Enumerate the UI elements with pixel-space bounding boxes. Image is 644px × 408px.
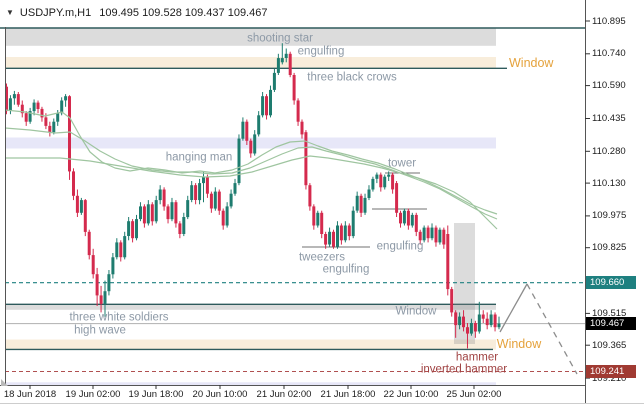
window-2 bbox=[5, 57, 496, 69]
chart-frame bbox=[0, 0, 586, 403]
pattern-label-window-bottom: Window bbox=[496, 336, 542, 351]
ma-slow bbox=[5, 155, 498, 230]
price-axis-label: 110.590 bbox=[592, 80, 626, 92]
price-axis-label: 109.515 bbox=[592, 307, 627, 319]
candles bbox=[5, 43, 501, 349]
pattern-label-hanging-man: hanging man bbox=[165, 151, 233, 164]
price-axis-label: 110.130 bbox=[592, 177, 626, 189]
price-axis-label: 109.825 bbox=[592, 242, 627, 254]
pattern-label-shooting-star: shooting star bbox=[247, 32, 313, 45]
pattern-label-engulfing-mid: engulfing bbox=[376, 240, 424, 253]
price-badge-109.467: 109.467 bbox=[586, 317, 636, 331]
chart-titlebar: ▼ USDJPY.m,H1 109.495 109.528 109.437 10… bbox=[6, 4, 267, 22]
pattern-label-inverted-hammer: inverted hammer bbox=[420, 363, 508, 376]
projection-down-line[interactable] bbox=[526, 283, 578, 375]
pattern-label-three-black-crows: three black crows bbox=[307, 71, 397, 84]
price-badge-109.241: 109.241 bbox=[586, 365, 636, 378]
time-axis-label: 21 Jun 02:00 bbox=[256, 389, 312, 400]
time-axis-label: 21 Jun 18:00 bbox=[320, 389, 376, 400]
pattern-label-engulfing-low: engulfing bbox=[322, 263, 370, 276]
projection-up-line[interactable] bbox=[499, 283, 528, 333]
window-1 bbox=[5, 28, 496, 46]
pattern-label-high-wave: high wave bbox=[74, 324, 126, 337]
ohlc-readout: 109.495 109.528 109.437 109.467 bbox=[99, 7, 268, 19]
time-axis-label: 25 Jun 02:00 bbox=[446, 389, 502, 400]
price-axis-label: 109.365 bbox=[592, 339, 627, 351]
ma-mid bbox=[4, 127, 498, 220]
pattern-label-tweezers: tweezers bbox=[298, 251, 346, 264]
time-axis-label: 20 Jun 10:00 bbox=[192, 389, 248, 400]
axis-ticks bbox=[29, 20, 590, 389]
time-axis-label: 19 Jun 02:00 bbox=[65, 389, 121, 400]
pattern-label-window-mid: Window bbox=[395, 305, 437, 318]
bottom-separator bbox=[0, 403, 644, 404]
symbol-dropdown-icon[interactable]: ▼ bbox=[6, 8, 14, 17]
price-axis-label: 109.975 bbox=[592, 210, 627, 222]
pattern-label-window-top: Window bbox=[509, 55, 554, 70]
pattern-label-tower: tower bbox=[387, 157, 417, 170]
price-axis-label: 110.895 bbox=[592, 15, 626, 27]
price-axis-label: 110.280 bbox=[592, 145, 626, 157]
pattern-lines bbox=[302, 172, 427, 248]
window-5 bbox=[5, 339, 496, 350]
price-axis-label: 109.210 bbox=[592, 372, 627, 384]
price-axis-label: 110.740 bbox=[592, 48, 626, 60]
plot-area[interactable] bbox=[0, 27, 585, 391]
time-axis-label: 22 Jun 10:00 bbox=[383, 389, 439, 400]
time-axis-label: 18 Jun 2018 bbox=[3, 389, 57, 400]
pattern-label-engulfing-top: engulfing bbox=[297, 45, 345, 58]
pattern-label-three-white-soldiers: three white soldiers bbox=[69, 311, 169, 324]
pattern-label-hammer: hammer bbox=[455, 351, 499, 364]
window-4 bbox=[5, 304, 496, 310]
window-6 bbox=[5, 382, 496, 385]
price-axis-label: 110.435 bbox=[592, 113, 626, 124]
resize-corner-icon[interactable] bbox=[1, 379, 8, 386]
time-axis-label: 19 Jun 18:00 bbox=[128, 389, 184, 400]
price-badge-109.660: 109.660 bbox=[586, 276, 636, 290]
symbol-period-label: USDJPY.m,H1 bbox=[19, 7, 92, 19]
